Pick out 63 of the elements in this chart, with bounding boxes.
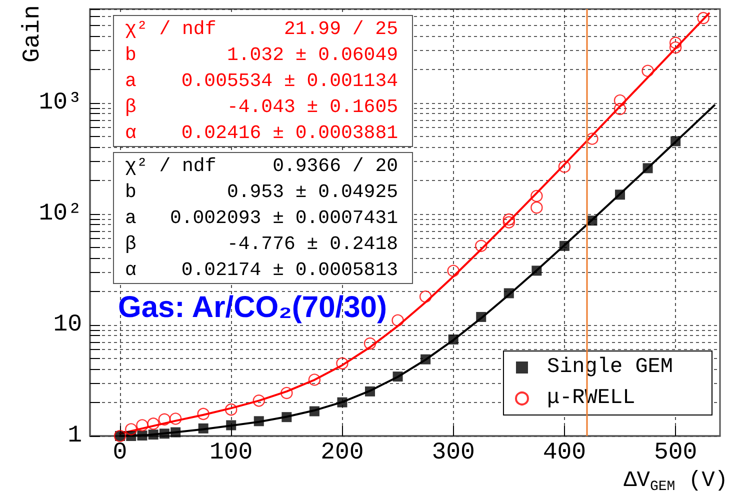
point	[448, 334, 458, 344]
x-tick-label: 100	[210, 440, 253, 466]
point	[532, 266, 542, 276]
y-tick-label: 10³	[38, 89, 82, 116]
point	[365, 386, 375, 396]
point	[254, 416, 264, 426]
point	[476, 312, 486, 322]
point	[614, 94, 626, 107]
x-tick-label: 400	[542, 440, 586, 466]
point	[558, 160, 571, 173]
point	[364, 337, 376, 350]
point	[226, 420, 236, 430]
point	[282, 412, 292, 422]
point	[169, 412, 182, 425]
point	[159, 428, 170, 439]
point	[697, 12, 710, 24]
point	[280, 386, 293, 400]
point	[252, 394, 265, 407]
point	[502, 216, 515, 228]
point	[392, 314, 404, 326]
point	[392, 372, 403, 382]
annotation: Gas: Ar/CO₂(70/30)	[118, 291, 387, 325]
point	[559, 240, 570, 251]
point	[669, 41, 682, 54]
y-axis-title: Gain	[20, 5, 46, 63]
point	[530, 201, 543, 214]
point	[614, 102, 626, 116]
point	[337, 397, 348, 408]
y-tick-label: 10	[53, 311, 82, 338]
point	[615, 190, 625, 200]
x-tick-label: 500	[654, 440, 698, 466]
point	[158, 413, 171, 426]
point	[308, 374, 321, 386]
y-tick-label: 10²	[38, 200, 82, 228]
point	[309, 406, 320, 416]
x-tick-label: 300	[432, 440, 475, 466]
point	[198, 423, 208, 434]
point	[170, 427, 181, 438]
point	[420, 354, 431, 364]
point	[136, 419, 148, 432]
point	[419, 290, 432, 303]
point	[642, 163, 653, 174]
point	[504, 288, 514, 298]
point	[670, 136, 681, 146]
point	[475, 240, 488, 252]
point	[587, 216, 598, 226]
point	[586, 132, 598, 145]
point	[447, 264, 460, 277]
point	[530, 190, 543, 202]
point	[502, 213, 515, 226]
point	[147, 418, 160, 430]
y-tick-label: 1	[68, 422, 82, 450]
point	[137, 430, 148, 441]
x-tick-label: 200	[320, 440, 364, 466]
x-tick-label: 0	[112, 440, 128, 466]
point	[336, 357, 348, 370]
point	[225, 403, 238, 416]
point	[148, 430, 158, 440]
point	[125, 423, 138, 436]
point	[197, 408, 210, 420]
x-axis-title: ΔV$_{GEM}$ (V)	[624, 468, 728, 495]
point	[642, 64, 654, 77]
point	[669, 36, 682, 49]
